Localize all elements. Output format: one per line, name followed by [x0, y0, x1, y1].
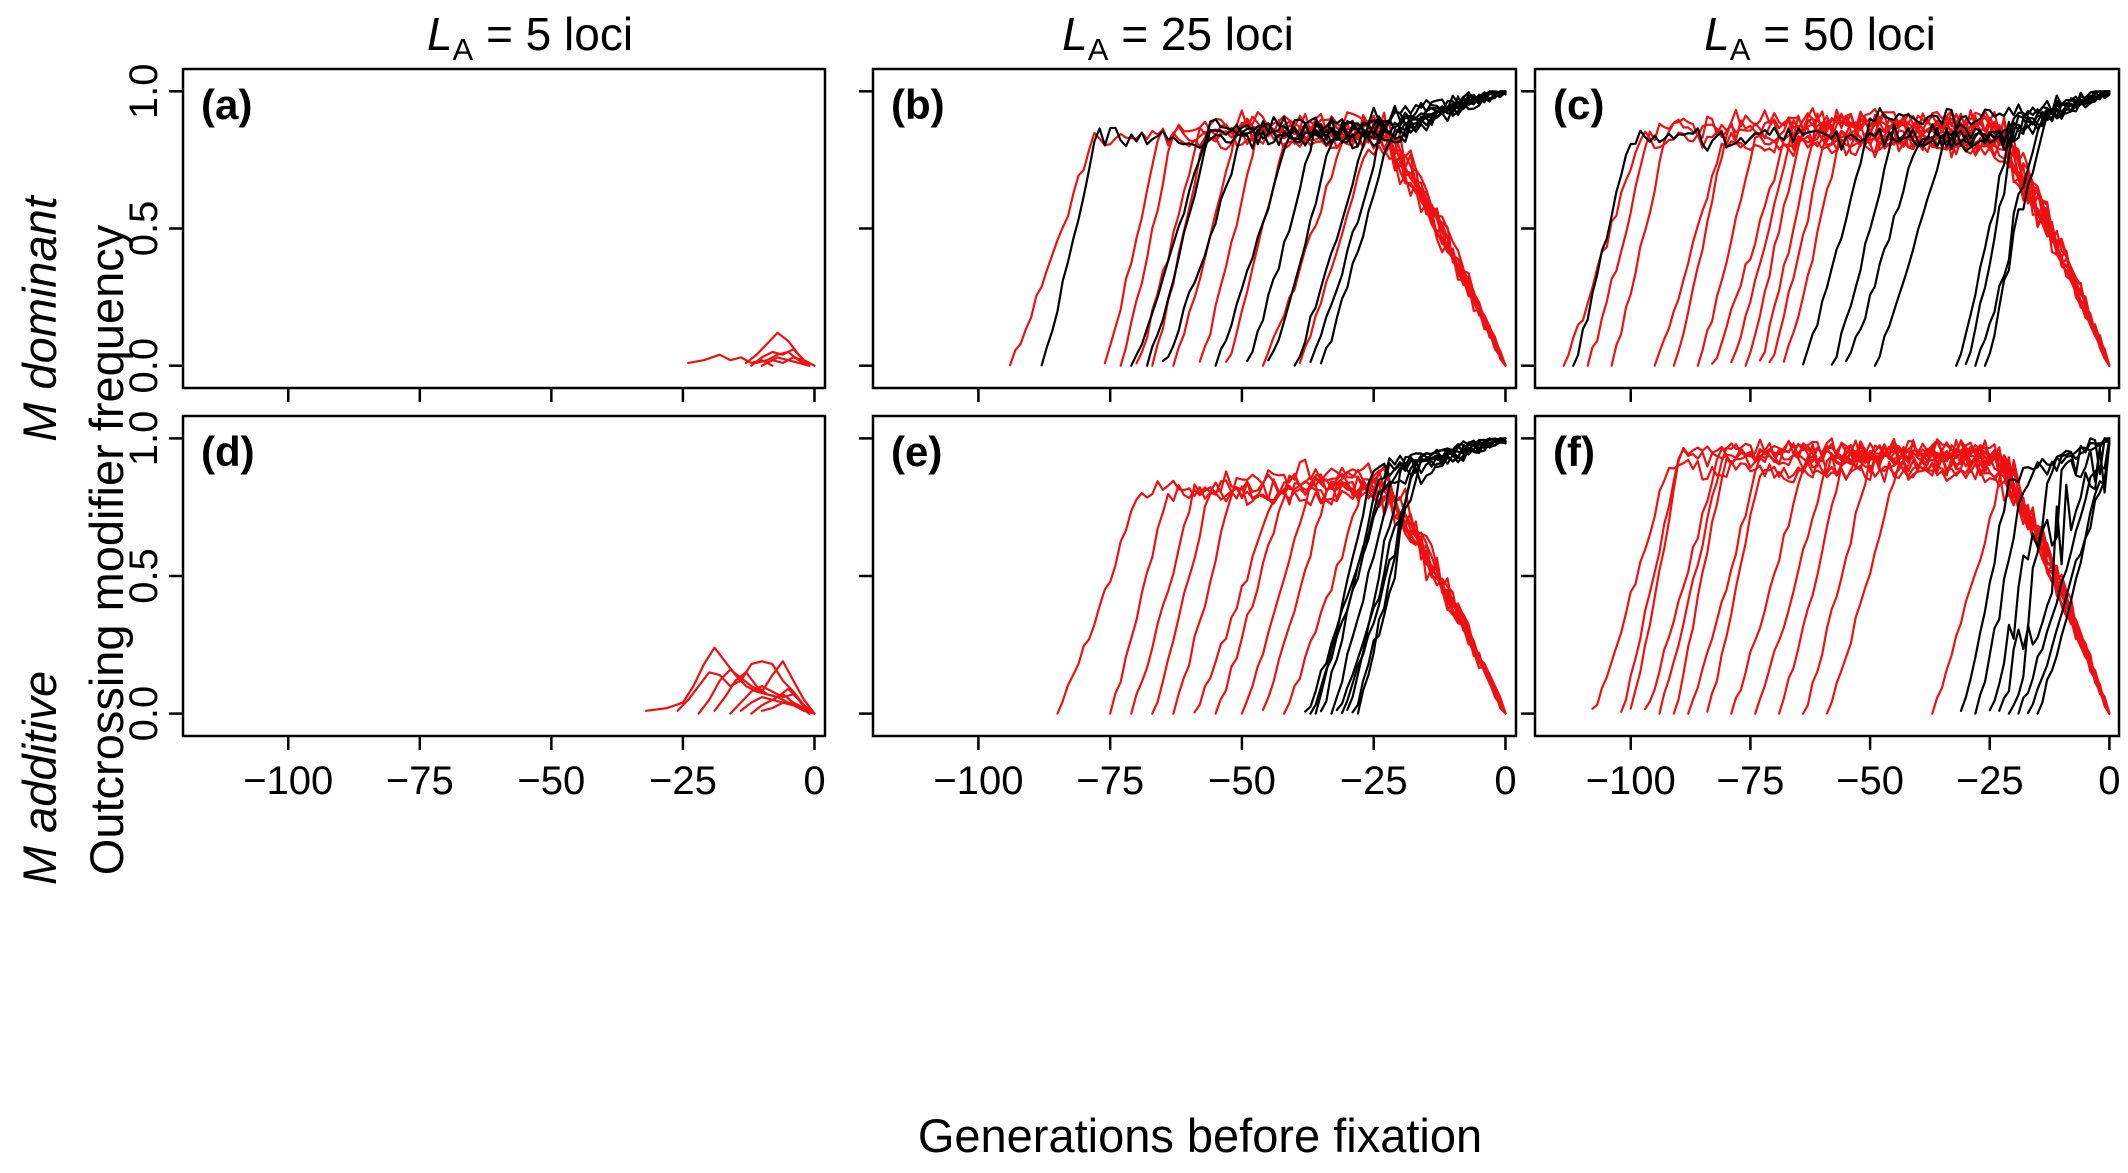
series-black-16: [1873, 90, 2111, 367]
series-black-19: [2017, 437, 2111, 715]
series-red-7: [760, 701, 816, 715]
panel-e: −100 −75 −50 −25 0 (e): [859, 414, 1518, 803]
series-red-7: [1240, 472, 1507, 715]
series-red-0: [687, 353, 774, 367]
series-red-13: [1931, 465, 2111, 715]
series-black-18: [1964, 90, 2111, 366]
x-tick-label: −100: [933, 759, 1023, 803]
series-red-4: [729, 684, 816, 715]
series-red-0: [644, 646, 811, 715]
plot-frame: [871, 67, 1518, 390]
series-red-3: [1643, 438, 2111, 715]
series-red-0: [1056, 479, 1507, 715]
series-black-20: [1983, 90, 2111, 367]
series-black-18: [1309, 90, 1507, 364]
x-tick-label: −75: [386, 759, 454, 803]
col-title-3: LA = 50 loci: [1704, 8, 1936, 67]
y-axis-title: Outcrossing modifier frequency: [80, 224, 133, 875]
panel-label: (d): [201, 428, 255, 475]
series-black-21: [2036, 437, 2111, 715]
x-tick-label: −75: [1076, 759, 1144, 803]
x-tick-label: −100: [243, 759, 333, 803]
panel-d: 0.0 0.5 1.0 −100 −75 −50 −25 0 (d): [122, 411, 827, 803]
x-axis-title: Generations before fixation: [918, 1109, 1482, 1162]
series-red-7: [1224, 132, 1507, 367]
series-red-5: [765, 356, 811, 367]
series-red-3: [755, 350, 811, 367]
panel-label: (b): [891, 81, 945, 128]
y-tick-label: 1.0: [122, 411, 166, 467]
x-tick-label: 0: [1494, 759, 1516, 803]
x-tick-label: −50: [1836, 759, 1904, 803]
x-tick-label: −25: [1340, 759, 1408, 803]
panel-label: (a): [201, 81, 252, 128]
series-red-6: [1687, 439, 2111, 715]
panel-label: (e): [891, 428, 942, 475]
series-red-5: [1172, 109, 1507, 367]
series-red-5: [1696, 128, 2111, 367]
x-tick-label: 0: [803, 759, 825, 803]
panel-label: (c): [1553, 81, 1604, 128]
plot-frame: [181, 67, 827, 390]
x-tick-label: −50: [1208, 759, 1276, 803]
row-label-additive: M additive: [13, 671, 66, 885]
series-red-8: [1261, 123, 1507, 367]
series-red-9: [1754, 444, 2111, 715]
y-tick-label: 0.5: [122, 548, 166, 604]
series-red-1: [1620, 441, 2111, 715]
x-tick-label: 0: [2098, 759, 2120, 803]
series-black-12: [1314, 437, 1507, 715]
series-red-11: [1801, 444, 2111, 715]
series-red-9: [1758, 108, 2111, 367]
series-red-9: [1298, 144, 1507, 367]
series-black-20: [2026, 439, 2111, 715]
series-red-5: [1193, 475, 1507, 715]
x-tick-label: −25: [649, 759, 717, 803]
series-red-4: [1172, 466, 1507, 715]
x-tick-label: −50: [517, 759, 585, 803]
series-red-1: [1103, 127, 1507, 367]
series-black-19: [1319, 90, 1507, 365]
col-title-1: LA = 5 loci: [427, 8, 633, 67]
y-tick-label: 0.0: [122, 686, 166, 742]
panel-f: −100 −75 −50 −25 0 (f): [1521, 414, 2121, 803]
series-red-3: [1135, 117, 1507, 367]
series-black-19: [1356, 438, 1507, 715]
x-tick-label: −100: [1586, 759, 1676, 803]
plot-frame: [181, 414, 827, 738]
series-black-16: [1340, 437, 1507, 714]
series-red-6: [1214, 458, 1507, 715]
series-red-6: [1198, 114, 1507, 367]
series-red-1: [1586, 114, 2111, 367]
y-tick-label: 1.0: [122, 64, 166, 120]
row-label-dominant: M dominant: [13, 194, 66, 441]
panel-c: (c): [1521, 67, 2121, 402]
y-tick-label: 0.0: [122, 338, 166, 394]
series-black-19: [1974, 92, 2111, 367]
panel-a: 0.0 0.5 1.0 (a): [122, 64, 827, 402]
x-tick-label: −75: [1716, 759, 1784, 803]
panel-b: (b): [859, 67, 1518, 402]
series-black-16: [1988, 437, 2111, 712]
series-red-3: [1653, 133, 2111, 367]
series-black-18: [1351, 437, 1507, 714]
x-tick-label: −25: [1956, 759, 2024, 803]
col-title-2: LA = 25 loci: [1062, 8, 1294, 67]
panel-label: (f): [1553, 428, 1595, 475]
y-tick-label: 0.5: [122, 201, 166, 257]
series-black-18: [2007, 441, 2111, 715]
series-red-0: [1562, 124, 2111, 367]
series-red-8: [1261, 467, 1507, 715]
